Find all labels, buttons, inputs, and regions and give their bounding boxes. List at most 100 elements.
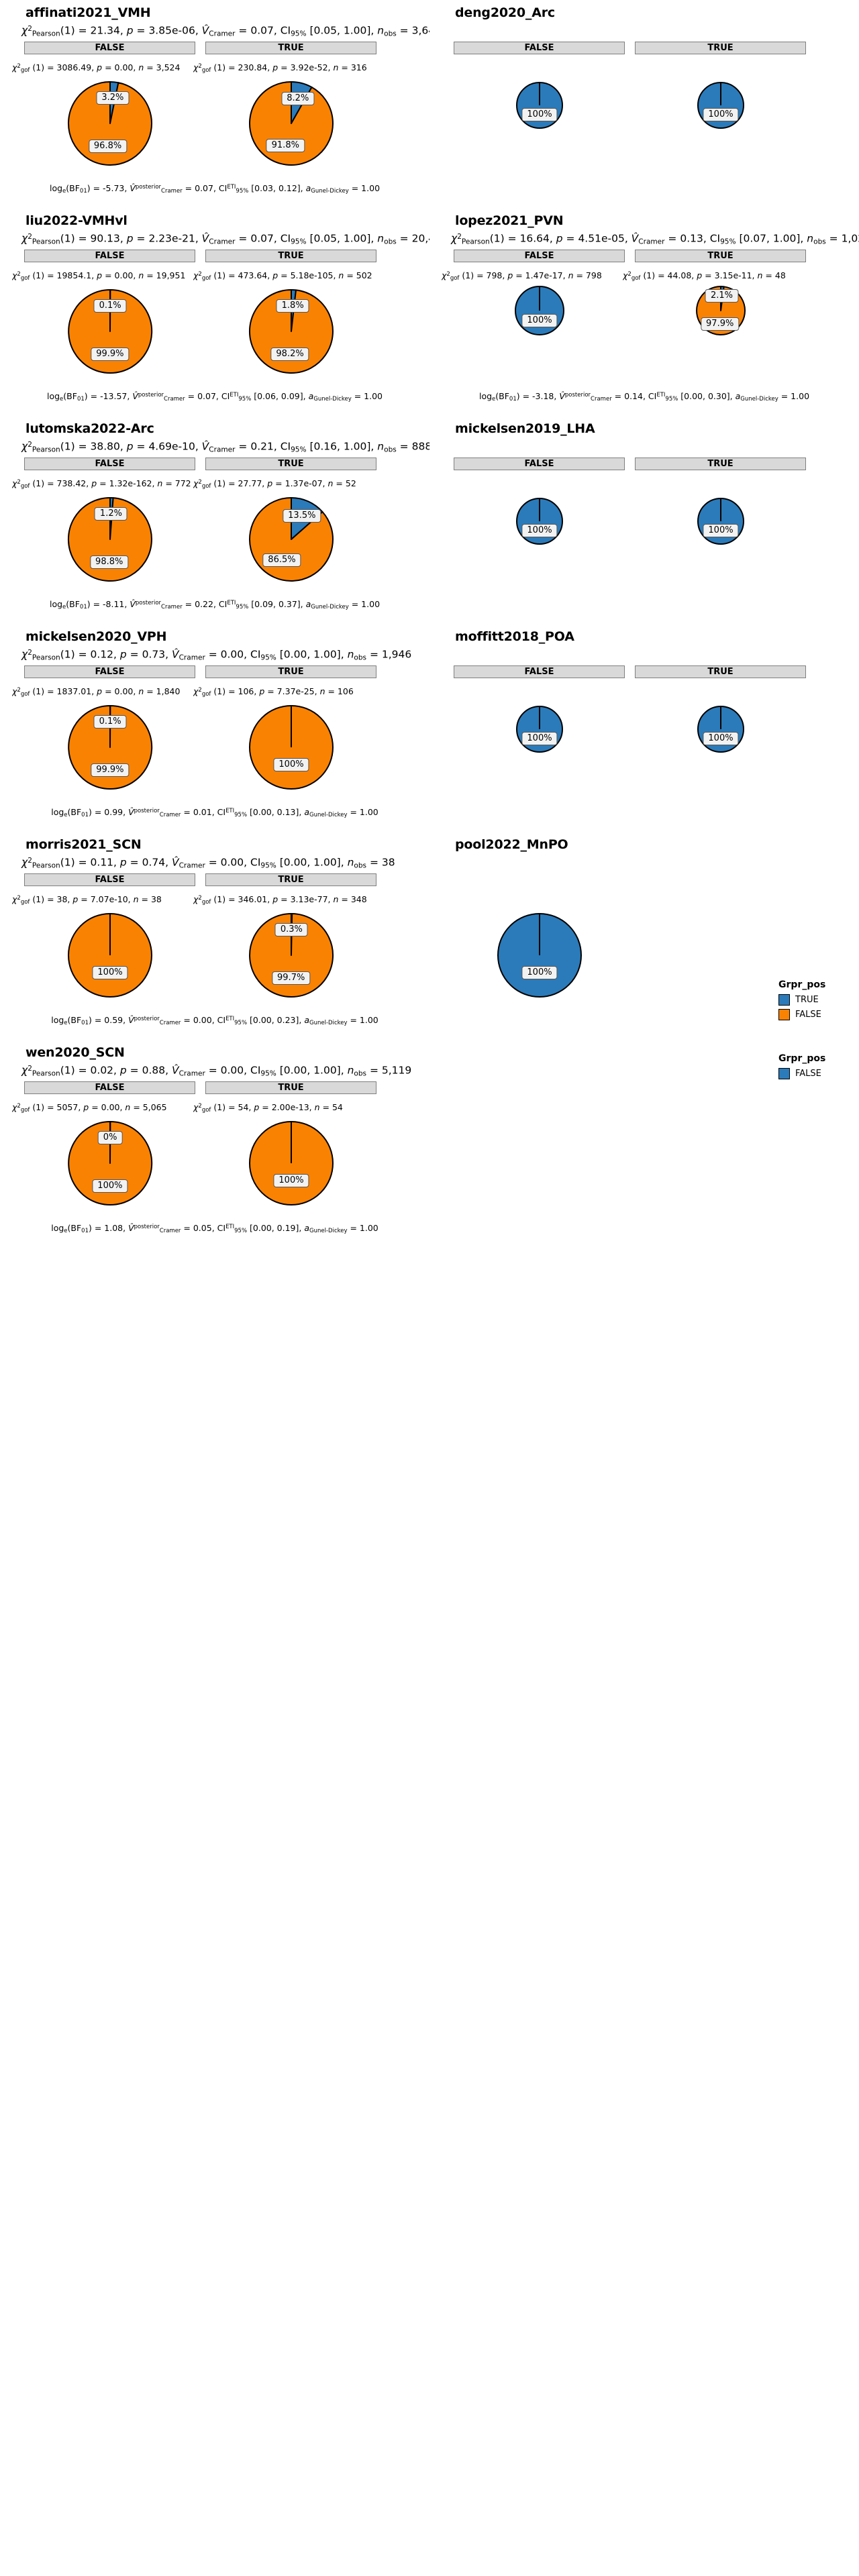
facet-gof-true: χ2gof (1) = 106, p = 7.37e-25, n = 106 bbox=[193, 686, 354, 698]
facet-strip-false: FALSE bbox=[24, 458, 195, 470]
panel-caption: loge(BF01) = 1.08, V̂posteriorCramer = 0… bbox=[51, 1223, 378, 1235]
pie-area: 0% 100% 100% bbox=[0, 1113, 430, 1214]
slice-label: 100% bbox=[521, 524, 558, 538]
facet-strips: FALSE TRUE bbox=[0, 458, 430, 470]
facet-strip-false: FALSE bbox=[454, 42, 625, 54]
facet-strips: FALSE TRUE bbox=[430, 250, 859, 262]
panel-title: moffitt2018_POA bbox=[455, 629, 574, 644]
slice-label: 99.9% bbox=[91, 347, 130, 362]
facet-strip-true: TRUE bbox=[205, 1081, 376, 1094]
legend-row[interactable]: FALSE bbox=[778, 1068, 825, 1079]
slice-label: 100% bbox=[521, 732, 558, 746]
panel-caption: loge(BF01) = 0.59, V̂posteriorCramer = 0… bbox=[51, 1015, 378, 1027]
panel-caption: loge(BF01) = -5.73, V̂posteriorCramer = … bbox=[49, 183, 381, 195]
facet-strip-true: TRUE bbox=[205, 665, 376, 678]
slice-label: 13.5% bbox=[283, 508, 321, 523]
pie-chart: 100% bbox=[56, 905, 164, 1006]
pie-svg bbox=[67, 497, 152, 582]
pie-chart: 8.2% 91.8% bbox=[238, 73, 345, 174]
facet-strip-false: FALSE bbox=[24, 873, 195, 886]
pie-chart: 0% 100% bbox=[56, 1113, 164, 1214]
facet-gof-false: χ2gof (1) = 738.42, p = 1.32e-162, n = 7… bbox=[12, 478, 191, 490]
slice-label: 98.8% bbox=[90, 555, 129, 570]
pie-svg bbox=[516, 706, 563, 753]
facet-gof-true: χ2gof (1) = 346.01, p = 3.13e-77, n = 34… bbox=[193, 894, 367, 906]
facet-gof-false: χ2gof (1) = 19854.1, p = 0.00, n = 19,95… bbox=[12, 270, 186, 282]
slice-label: 99.9% bbox=[91, 763, 130, 777]
panel-subtitle bbox=[430, 645, 859, 660]
pie-svg bbox=[697, 706, 744, 753]
pie-svg bbox=[67, 81, 152, 166]
facet-gof-false: χ2gof (1) = 3086.49, p = 0.00, n = 3,524 bbox=[12, 62, 181, 74]
panel-title: mickelsen2020_VPH bbox=[26, 629, 167, 644]
pie-svg bbox=[515, 286, 564, 335]
pie-area: 100% 0.3% 99.7% bbox=[0, 905, 430, 1006]
facet-gof-false: χ2gof (1) = 5057, p = 0.00, n = 5,065 bbox=[12, 1102, 167, 1114]
legend-swatch-icon bbox=[778, 1068, 790, 1079]
slice-label: 1.8% bbox=[276, 299, 309, 313]
panel-subtitle: χ2Pearson(1) = 16.64, p = 4.51e-05, V̂Cr… bbox=[451, 232, 859, 244]
pie-svg bbox=[68, 704, 153, 790]
pie-chart: 100% bbox=[667, 489, 774, 590]
slice-label: 100% bbox=[703, 732, 739, 746]
panel-subtitle: χ2Pearson(1) = 21.34, p = 3.85e-06, V̂Cr… bbox=[21, 24, 430, 36]
slice-label: 0% bbox=[97, 1130, 123, 1144]
legend-row[interactable]: TRUE bbox=[778, 994, 825, 1006]
legend-swatch-icon bbox=[778, 1009, 790, 1020]
slice-label: 100% bbox=[521, 966, 558, 980]
stat-panel: wen2020_SCN χ2Pearson(1) = 0.02, p = 0.88… bbox=[0, 1045, 430, 1234]
facet-gof-row: χ2gof (1) = 1837.01, p = 0.00, n = 1,840… bbox=[0, 684, 430, 698]
slice-label: 3.2% bbox=[96, 91, 130, 105]
facet-strips: FALSE TRUE bbox=[430, 665, 859, 678]
panel-title: deng2020_Arc bbox=[455, 5, 555, 20]
facet-strips: FALSE TRUE bbox=[0, 250, 430, 262]
pie-chart: 0.1% 99.9% bbox=[56, 281, 164, 382]
panel-title: wen2020_SCN bbox=[26, 1045, 125, 1060]
panel-title: lopez2021_PVN bbox=[455, 213, 564, 228]
slice-label: 100% bbox=[703, 108, 739, 122]
slice-label: 100% bbox=[92, 966, 128, 980]
pie-chart: 100% bbox=[238, 1113, 345, 1214]
facet-strip-false: FALSE bbox=[24, 665, 195, 678]
legend-title: Grpr_pos bbox=[778, 979, 826, 990]
facet-strips: FALSE TRUE bbox=[0, 665, 430, 678]
facet-gof-row bbox=[430, 60, 859, 73]
panel-subtitle: χ2Pearson(1) = 0.02, p = 0.88, V̂Cramer … bbox=[21, 1064, 412, 1076]
panel-title: affinati2021_VMH bbox=[26, 5, 151, 20]
slice-label: 100% bbox=[273, 758, 309, 772]
pie-chart: 2.1% 97.9% bbox=[667, 281, 774, 382]
facet-gof-false: χ2gof (1) = 798, p = 1.47e-17, n = 798 bbox=[442, 270, 602, 282]
facet-strips: FALSE TRUE bbox=[0, 873, 430, 886]
pie-area: 0.1% 99.9% 1.8% 98.2% bbox=[0, 281, 430, 382]
legend-row[interactable]: FALSE bbox=[778, 1009, 825, 1020]
pie-area: 100% 100% bbox=[430, 489, 859, 590]
pie-svg bbox=[249, 1121, 334, 1205]
facet-strips: FALSE TRUE bbox=[0, 42, 430, 54]
facet-gof-row bbox=[430, 684, 859, 697]
legend-secondary: Grpr_pos FALSE bbox=[778, 1053, 825, 1083]
pie-svg bbox=[248, 81, 334, 166]
facet-gof-true: χ2gof (1) = 54, p = 2.00e-13, n = 54 bbox=[193, 1102, 343, 1114]
facet-strips: FALSE TRUE bbox=[430, 42, 859, 54]
facet-strip-false: FALSE bbox=[24, 250, 195, 262]
pie-chart: 3.2% 96.8% bbox=[56, 73, 164, 174]
pie-chart: 0.3% 99.7% bbox=[238, 905, 345, 1006]
pie-svg bbox=[68, 1120, 153, 1205]
facet-strip-false: FALSE bbox=[454, 458, 625, 470]
panel-subtitle: χ2Pearson(1) = 38.80, p = 4.69e-10, V̂Cr… bbox=[21, 440, 430, 452]
stat-panel: lopez2021_PVN χ2Pearson(1) = 16.64, p = 4… bbox=[430, 213, 859, 402]
facet-strip-true: TRUE bbox=[635, 42, 806, 54]
panel-title: pool2022_MnPO bbox=[455, 837, 568, 852]
pie-chart: 100% bbox=[667, 73, 774, 174]
pie-area: 100% bbox=[430, 905, 859, 1006]
pie-svg bbox=[516, 498, 563, 545]
facet-gof-true: χ2gof (1) = 27.77, p = 1.37e-07, n = 52 bbox=[193, 478, 356, 490]
facet-strip-false: FALSE bbox=[24, 1081, 195, 1094]
pie-chart: 100% bbox=[486, 73, 593, 174]
stat-panel: lutomska2022-Arc χ2Pearson(1) = 38.80, p … bbox=[0, 421, 430, 610]
panel-subtitle: χ2Pearson(1) = 90.13, p = 2.23e-21, V̂Cr… bbox=[21, 232, 430, 244]
pie-svg bbox=[249, 912, 334, 998]
slice-label: 2.1% bbox=[705, 288, 738, 303]
pie-chart: 13.5% 86.5% bbox=[238, 489, 345, 590]
facet-strip-true: TRUE bbox=[205, 42, 376, 54]
